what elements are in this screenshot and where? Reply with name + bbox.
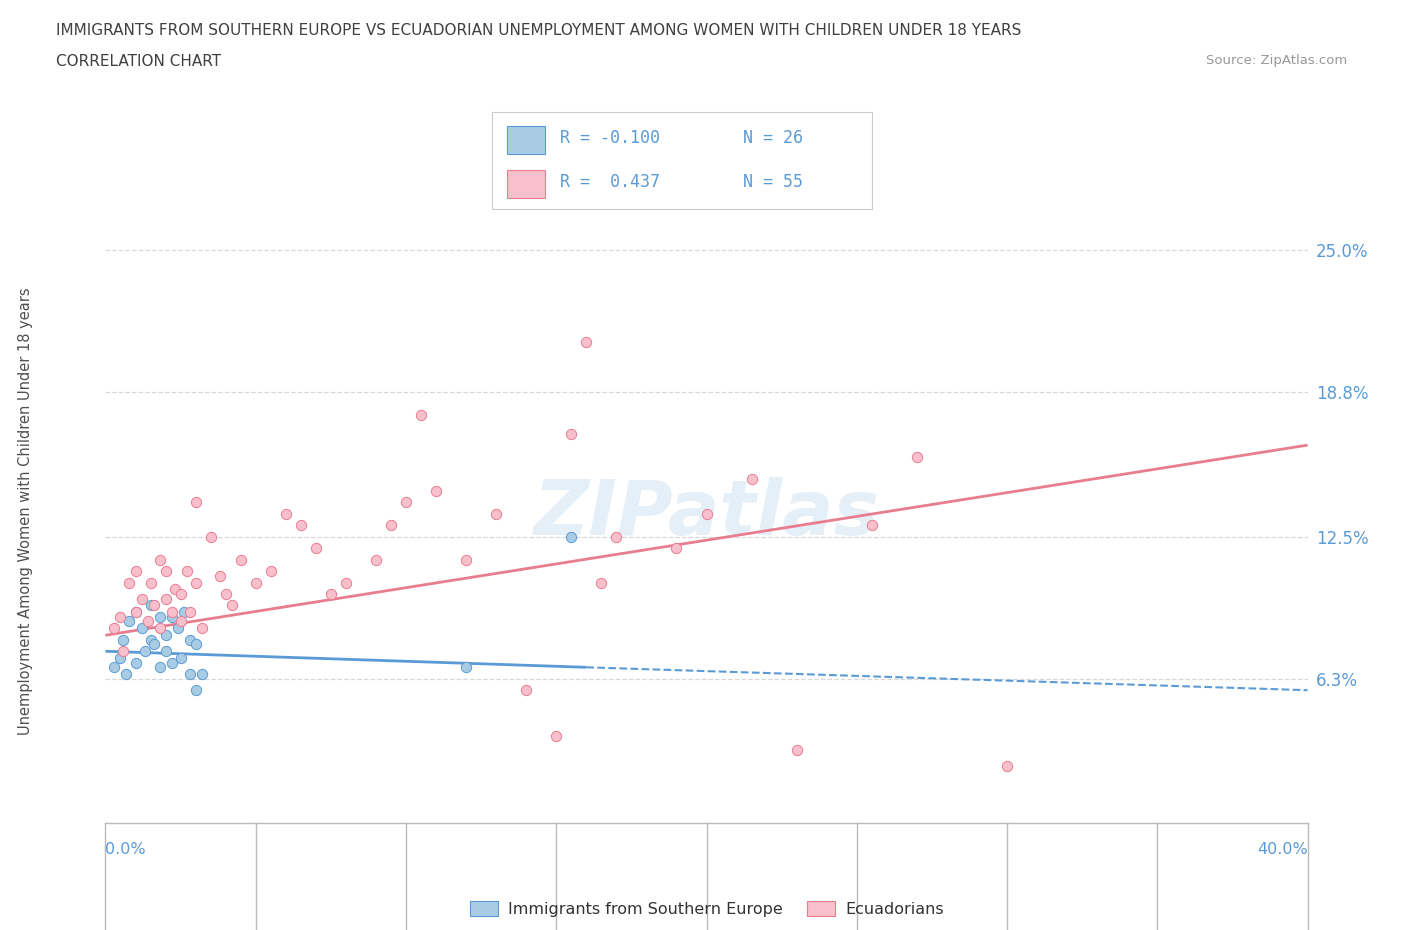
Point	[290, 518, 312, 533]
Point	[179, 604, 201, 619]
Point	[155, 591, 177, 606]
Point	[131, 621, 153, 636]
Point	[485, 507, 508, 522]
Point	[142, 598, 165, 613]
Point	[176, 564, 198, 578]
Point	[260, 564, 283, 578]
Point	[200, 529, 222, 544]
Point	[155, 564, 177, 578]
Point	[166, 621, 188, 636]
Point	[124, 564, 146, 578]
Point	[364, 552, 387, 567]
Point	[173, 604, 195, 619]
Point	[155, 644, 177, 658]
Point	[591, 575, 613, 590]
Text: R = -0.100: R = -0.100	[561, 129, 661, 147]
Point	[103, 621, 125, 636]
Point	[124, 604, 146, 619]
Point	[169, 651, 191, 666]
Point	[214, 587, 236, 602]
Point	[560, 529, 582, 544]
Point	[184, 683, 207, 698]
Point	[395, 495, 418, 510]
Point	[134, 644, 156, 658]
Point	[409, 408, 432, 423]
Point	[160, 609, 183, 624]
Text: IMMIGRANTS FROM SOUTHERN EUROPE VS ECUADORIAN UNEMPLOYMENT AMONG WOMEN WITH CHIL: IMMIGRANTS FROM SOUTHERN EUROPE VS ECUAD…	[56, 23, 1022, 38]
Point	[905, 449, 928, 464]
Point	[741, 472, 763, 487]
Point	[245, 575, 267, 590]
Point	[118, 614, 141, 629]
Point	[425, 484, 447, 498]
Point	[124, 604, 146, 619]
Text: Unemployment Among Women with Children Under 18 years: Unemployment Among Women with Children U…	[18, 287, 32, 736]
Point	[515, 683, 537, 698]
Point	[148, 660, 170, 675]
Point	[184, 575, 207, 590]
Point	[179, 667, 201, 682]
Text: Source: ZipAtlas.com: Source: ZipAtlas.com	[1206, 54, 1347, 67]
Point	[160, 604, 183, 619]
Point	[190, 621, 212, 636]
Point	[124, 656, 146, 671]
Point	[139, 632, 162, 647]
Point	[148, 552, 170, 567]
Point	[112, 644, 135, 658]
Point	[112, 632, 135, 647]
Point	[696, 507, 718, 522]
Point	[190, 667, 212, 682]
Text: 0.0%: 0.0%	[105, 842, 146, 857]
Point	[605, 529, 627, 544]
Point	[184, 495, 207, 510]
Point	[305, 540, 328, 555]
Point	[184, 637, 207, 652]
Legend: Immigrants from Southern Europe, Ecuadorians: Immigrants from Southern Europe, Ecuador…	[463, 895, 950, 923]
Point	[546, 728, 568, 743]
Point	[179, 632, 201, 647]
Point	[860, 518, 883, 533]
Point	[560, 426, 582, 441]
Point	[110, 651, 132, 666]
Point	[131, 591, 153, 606]
Point	[380, 518, 402, 533]
Point	[335, 575, 357, 590]
Point	[103, 660, 125, 675]
Text: R =  0.437: R = 0.437	[561, 173, 661, 191]
Point	[148, 609, 170, 624]
Point	[118, 575, 141, 590]
Point	[163, 582, 186, 597]
Point	[208, 568, 231, 583]
Point	[115, 667, 138, 682]
Point	[139, 598, 162, 613]
Text: N = 26: N = 26	[742, 129, 803, 147]
Point	[155, 628, 177, 643]
Point	[274, 507, 297, 522]
Text: 40.0%: 40.0%	[1257, 842, 1308, 857]
Point	[110, 609, 132, 624]
Point	[160, 656, 183, 671]
Point	[665, 540, 688, 555]
Point	[454, 660, 477, 675]
Point	[139, 575, 162, 590]
Point	[319, 587, 342, 602]
Point	[454, 552, 477, 567]
Text: ZIPatlas: ZIPatlas	[533, 477, 880, 551]
Point	[169, 587, 191, 602]
Text: N = 55: N = 55	[742, 173, 803, 191]
Bar	[508, 126, 546, 153]
Bar	[508, 170, 546, 197]
Point	[575, 335, 598, 350]
Point	[136, 614, 159, 629]
Point	[148, 621, 170, 636]
Text: CORRELATION CHART: CORRELATION CHART	[56, 54, 221, 69]
Point	[142, 637, 165, 652]
Point	[995, 758, 1018, 773]
Point	[786, 742, 808, 757]
Point	[229, 552, 252, 567]
Point	[169, 614, 191, 629]
Point	[221, 598, 243, 613]
